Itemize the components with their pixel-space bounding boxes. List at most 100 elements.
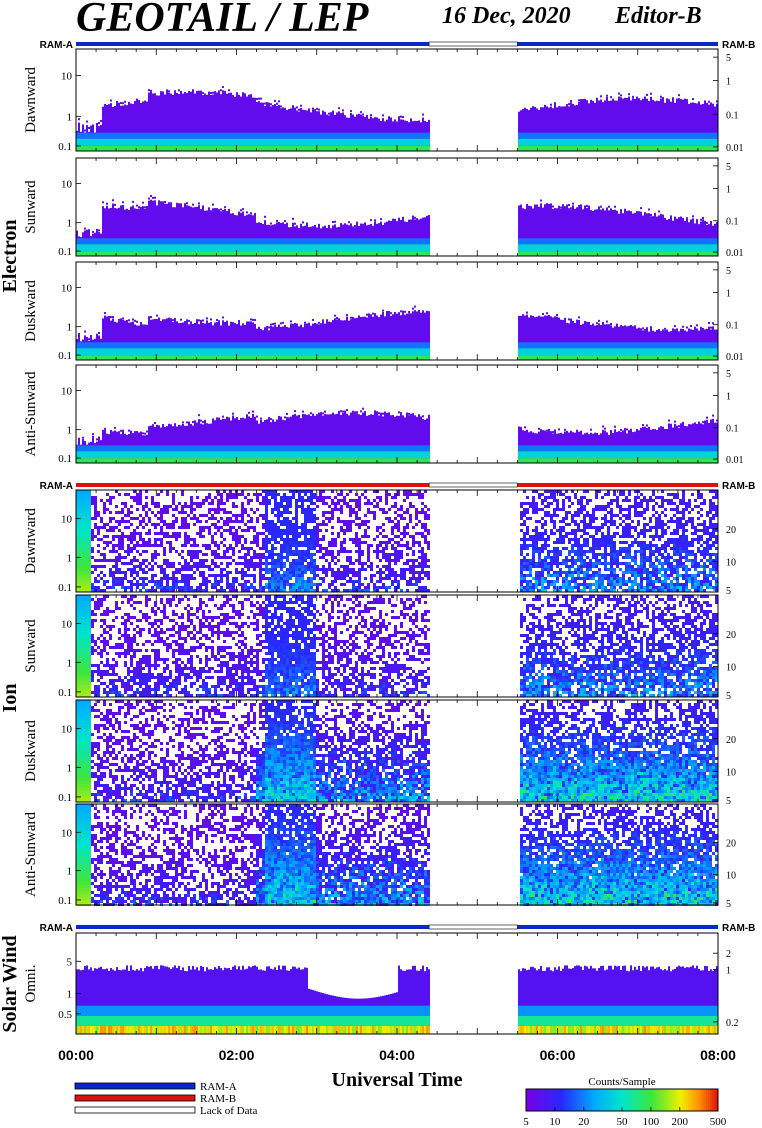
electron-spectrum-column (272, 132, 274, 139)
electron-spectrum-column (222, 132, 224, 139)
electron-spectrum-column (306, 244, 308, 252)
electron-spectrum-column (618, 348, 620, 356)
electron-spectrum-column (184, 425, 186, 463)
electron-spectrum-column (576, 355, 578, 360)
electron-spectrum-column (676, 138, 678, 146)
electron-spectrum-column (594, 355, 596, 360)
electron-spectrum-column (342, 445, 344, 452)
electron-spectrum-column (428, 355, 430, 360)
electron-spectrum-column (126, 342, 128, 349)
electron-spectrum-column (102, 132, 104, 139)
electron-spectrum-column (644, 244, 646, 252)
electron-spectrum-column (98, 355, 100, 360)
electron-spectrum-column (618, 458, 620, 463)
electron-spectrum-column (270, 106, 272, 151)
electron-spectrum-column (226, 145, 228, 151)
electron-spectrum-column (388, 132, 390, 139)
electron-spectrum-column (692, 423, 694, 463)
electron-spectrum-column (116, 101, 118, 151)
electron-spectrum-column (262, 238, 264, 245)
electron-spectrum-column (374, 219, 376, 222)
electron-spectrum-column (282, 251, 284, 256)
electron-spectrum-column (182, 421, 184, 424)
electron-spectrum-column (230, 238, 232, 245)
electron-spectrum-column (296, 110, 298, 151)
chart-editor: Editor-B (615, 3, 702, 30)
electron-spectrum-column (314, 322, 316, 360)
electron-spectrum-column (382, 138, 384, 146)
electron-spectrum-column (678, 145, 680, 151)
electron-spectrum-column (132, 145, 134, 151)
electron-spectrum-column (196, 244, 198, 252)
electron-spectrum-column (254, 319, 256, 322)
electron-spectrum-column (542, 451, 544, 459)
electron-spectrum-column (82, 355, 84, 360)
electron-spectrum-column (358, 451, 360, 459)
electron-spectrum-column (152, 93, 154, 151)
electron-spectrum-column (410, 342, 412, 349)
electron-spectrum-column (224, 90, 226, 151)
electron-spectrum-column (134, 145, 136, 151)
electron-spectrum-column (202, 138, 204, 146)
electron-spectrum-column (628, 138, 630, 146)
electron-spectrum-column (376, 348, 378, 356)
electron-spectrum-column (216, 92, 218, 151)
electron-spectrum-column (316, 414, 318, 463)
electron-spectrum-column (344, 451, 346, 459)
electron-spectrum-column (692, 98, 694, 101)
electron-spectrum-column (658, 138, 660, 146)
electron-spectrum-column (386, 251, 388, 256)
electron-spectrum-column (294, 451, 296, 459)
electron-spectrum-column (600, 238, 602, 245)
electron-spectrum-column (244, 238, 246, 245)
electron-spectrum-column (518, 342, 520, 349)
electron-spectrum-column (148, 197, 150, 200)
electron-spectrum-column (260, 458, 262, 463)
electron-spectrum-column (554, 316, 556, 360)
electron-spectrum-column (182, 244, 184, 252)
electron-spectrum-column (574, 342, 576, 349)
electron-spectrum-column (536, 206, 538, 256)
electron-spectrum-column (400, 342, 402, 349)
electron-spectrum-column (256, 451, 258, 459)
electron-spectrum-column (136, 244, 138, 252)
electron-spectrum-column (572, 451, 574, 459)
electron-spectrum-column (568, 355, 570, 360)
electron-spectrum-column (346, 138, 348, 146)
electron-spectrum-column (214, 138, 216, 146)
electron-spectrum-column (560, 319, 562, 360)
electron-spectrum-column (408, 244, 410, 252)
electron-spectrum-column (546, 315, 548, 360)
electron-spectrum-column (210, 132, 212, 139)
electron-spectrum-column (206, 94, 208, 151)
electron-spectrum-column (218, 132, 220, 139)
electron-spectrum-column (128, 238, 130, 245)
electron-spectrum-column (592, 145, 594, 151)
electron-spectrum-column (230, 138, 232, 146)
electron-spectrum-column (550, 106, 552, 151)
electron-spectrum-column (604, 138, 606, 146)
electron-spectrum-column (522, 342, 524, 349)
electron-spectrum-column (540, 348, 542, 356)
electron-spectrum-column (694, 251, 696, 256)
electron-spectrum-column (216, 138, 218, 146)
electron-spectrum-column (616, 445, 618, 452)
electron-spectrum-column (420, 416, 422, 463)
electron-spectrum-column (218, 348, 220, 356)
electron-spectrum-column (144, 238, 146, 245)
electron-spectrum-column (166, 355, 168, 360)
electron-spectrum-column (712, 348, 714, 356)
electron-spectrum-column (704, 244, 706, 252)
electron-spectrum-column (114, 355, 116, 360)
electron-spectrum-column (290, 244, 292, 252)
electron-spectrum-column (526, 244, 528, 252)
electron-spectrum-column (428, 348, 430, 356)
electron-spectrum-column (172, 451, 174, 459)
electron-spectrum-column (548, 314, 550, 360)
electron-spectrum-column (530, 132, 532, 139)
electron-spectrum-column (384, 238, 386, 245)
electron-spectrum-column (414, 355, 416, 360)
electron-spectrum-column (552, 205, 554, 208)
electron-spectrum-column (324, 410, 326, 413)
electron-spectrum-column (202, 458, 204, 463)
